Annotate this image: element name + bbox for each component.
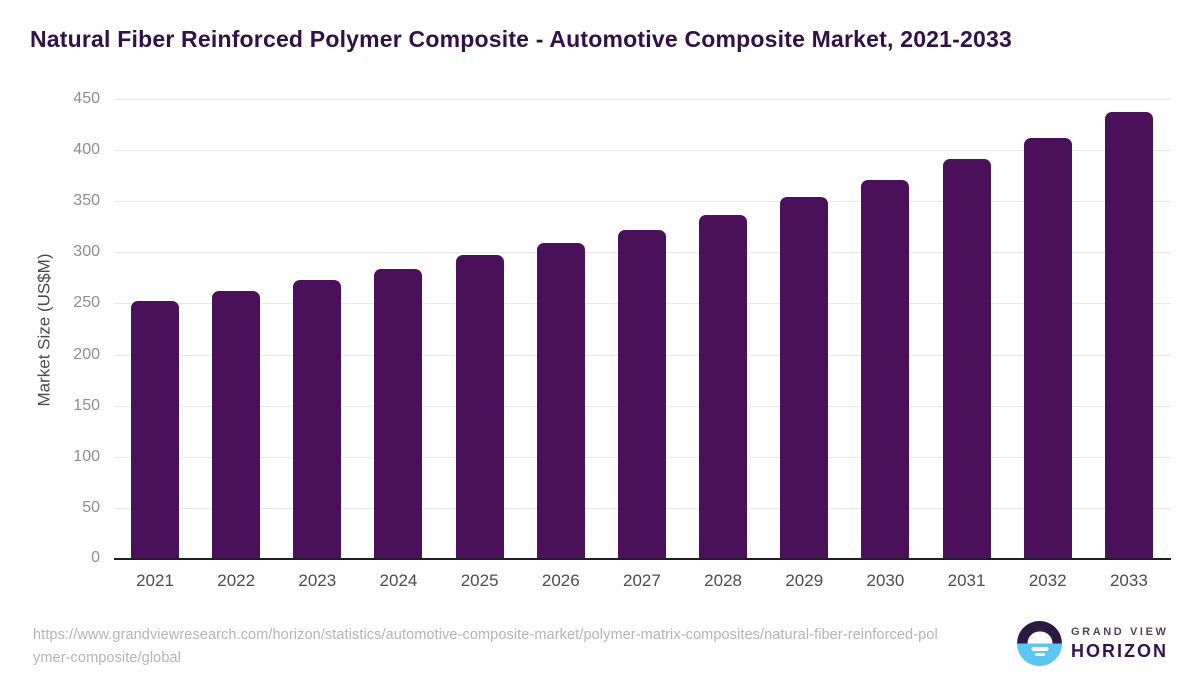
bars xyxy=(114,100,1171,560)
horizon-sun-icon xyxy=(1017,621,1062,666)
gridline-350: 350 xyxy=(73,192,1171,209)
x-axis-labels: 2021 2022 2023 2024 2025 2026 2027 2028 2029 2030… xyxy=(114,571,1171,591)
chart-title: Natural Fiber Reinforced Polymer Composi… xyxy=(30,26,1012,52)
bar-2028 xyxy=(699,214,748,560)
x-tick-label-2024: 2024 xyxy=(379,571,418,590)
x-tick-label-2027: 2027 xyxy=(623,571,661,590)
x-tick-label-2023: 2023 xyxy=(298,571,337,590)
gridline-400: 400 xyxy=(73,141,1171,158)
bar-2033 xyxy=(1104,112,1153,560)
x-tick-label-2030: 2030 xyxy=(866,571,905,590)
bar-2032 xyxy=(1023,137,1072,560)
y-tick-label-250: 250 xyxy=(73,294,100,312)
bar-2022 xyxy=(212,291,261,560)
x-tick-label-2028: 2028 xyxy=(704,571,742,590)
bar-2021 xyxy=(131,301,179,560)
bar-2023 xyxy=(293,279,342,560)
y-tick-label-0: 0 xyxy=(91,549,100,566)
y-tick-label-300: 300 xyxy=(73,243,100,261)
y-tick-label-200: 200 xyxy=(73,345,100,363)
y-tick-label-100: 100 xyxy=(73,447,100,465)
x-tick-label-2029: 2029 xyxy=(785,571,824,590)
y-tick-label-50: 50 xyxy=(82,498,100,516)
source-url: https://www.grandviewresearch.com/horizo… xyxy=(33,627,938,666)
bar-2027 xyxy=(617,229,666,560)
x-axis-line: 0 xyxy=(91,549,1171,566)
x-tick-label-2033: 2033 xyxy=(1109,571,1148,590)
grandview-horizon-logo: GRAND VIEW HORIZON xyxy=(1017,621,1169,666)
bar-2030 xyxy=(861,179,910,560)
logo-text-horizon: HORIZON xyxy=(1071,641,1168,661)
y-tick-label-450: 450 xyxy=(73,90,100,107)
x-tick-label-2031: 2031 xyxy=(947,571,986,590)
bar-2029 xyxy=(780,197,829,560)
x-tick-label-2026: 2026 xyxy=(541,571,580,590)
bar-2025 xyxy=(455,255,504,560)
x-tick-label-2022: 2022 xyxy=(217,571,256,590)
y-tick-label-150: 150 xyxy=(73,396,100,414)
bar-2031 xyxy=(942,159,991,560)
x-tick-label-2032: 2032 xyxy=(1028,571,1067,590)
x-tick-label-2021: 2021 xyxy=(136,571,174,590)
y-tick-label-350: 350 xyxy=(73,192,100,210)
x-tick-label-2025: 2025 xyxy=(460,571,499,590)
y-axis-title: Market Size (US$M) xyxy=(35,253,54,407)
plot-area: 2021 2022 2023 2024 2025 2026 2027 2028 2029 2030… xyxy=(73,90,1171,590)
bar-2026 xyxy=(536,243,585,560)
y-tick-label-400: 400 xyxy=(73,141,100,159)
gridline-450: 450 xyxy=(73,90,1171,107)
logo-text-grand-view: GRAND VIEW xyxy=(1071,626,1169,638)
bar-2024 xyxy=(374,268,423,560)
